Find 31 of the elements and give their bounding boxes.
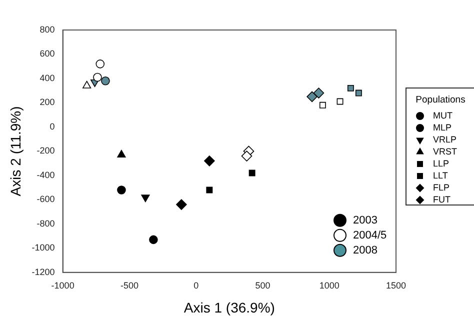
y-tick-label: 600	[40, 48, 55, 59]
x-tick-label: -1000	[51, 280, 74, 290]
y-tick-label: -200	[36, 146, 55, 156]
x-tick-label: 1500	[386, 280, 406, 290]
y-tick-label: 200	[40, 97, 55, 108]
x-axis-title: Axis 1 (36.9%)	[184, 299, 275, 316]
y-tick-label: 800	[40, 24, 55, 34]
legend-label: 2008	[353, 244, 378, 256]
y-axis-title: Axis 2 (11.9%)	[7, 106, 24, 196]
legend-label: LLP	[433, 158, 450, 168]
y-tick-label: -600	[36, 194, 55, 204]
y-tick-label: 400	[40, 72, 55, 83]
legend-label: 2003	[353, 214, 378, 226]
legend-label: VRLP	[433, 134, 457, 144]
y-tick-label: -1200	[32, 266, 55, 277]
legend-label: LLT	[433, 170, 448, 180]
y-tick-label: -1000	[32, 242, 55, 253]
legend-label: MUT	[433, 110, 453, 120]
legend-label: 2004/5	[353, 229, 387, 242]
x-tick-label: 1000	[319, 280, 340, 290]
y-tick-label: -400	[36, 170, 55, 180]
legend-label: MLP	[433, 122, 452, 132]
y-tick-label: -800	[36, 218, 55, 228]
x-tick-label: 500	[255, 280, 270, 290]
x-tick-label: -500	[120, 280, 138, 290]
legend-label: VRST	[433, 146, 458, 156]
legend-title: Populations	[416, 94, 466, 106]
legend-label: FLP	[433, 182, 450, 192]
y-tick-label: 0	[50, 121, 55, 132]
legend-label: FUT	[433, 194, 451, 204]
x-tick-label: 0	[194, 280, 199, 290]
